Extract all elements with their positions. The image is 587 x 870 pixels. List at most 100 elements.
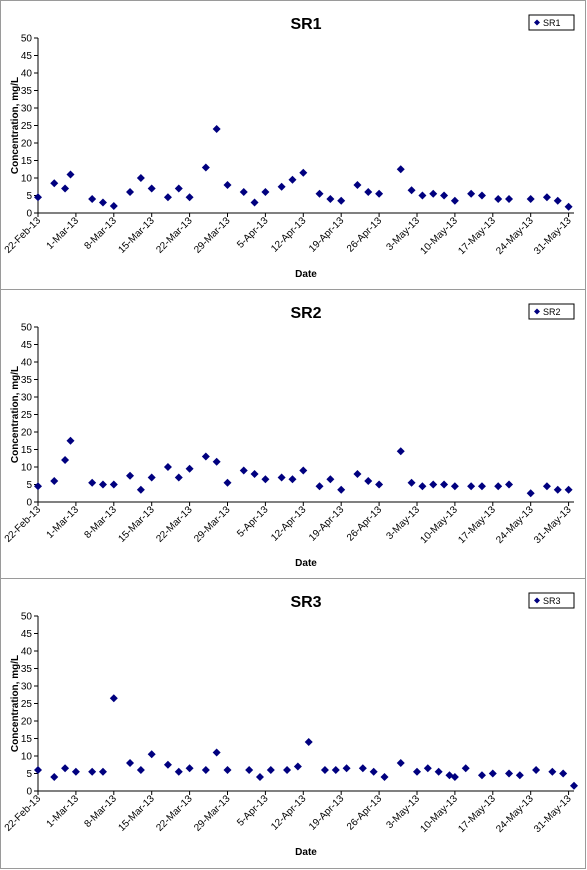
data-point <box>50 179 59 188</box>
chart-svg-sr1: SR1 0 5 10 15 20 25 30 35 40 45 50 22-Feb-13 1-Mar-13… <box>3 14 575 280</box>
y-tick-label: 25 <box>21 121 33 132</box>
data-point <box>201 766 210 774</box>
y-tick-label: 20 <box>21 139 33 150</box>
data-point <box>542 482 551 491</box>
y-tick-label: 10 <box>21 752 33 763</box>
y-tick-label: 25 <box>21 699 33 710</box>
data-point <box>450 773 459 781</box>
data-point <box>353 470 362 478</box>
legend-marker <box>534 19 540 26</box>
x-tick-label: 24-May-13 <box>494 215 536 257</box>
x-tick-label: 26-Apr-13 <box>345 793 385 833</box>
y-tick-label: 40 <box>21 69 33 80</box>
chart-panel-sr3: SR3 0 5 10 15 20 25 30 35 40 45 50 22-Feb-13 1-Mar-13… <box>0 578 586 869</box>
data-point <box>163 193 172 202</box>
data-point <box>526 489 535 498</box>
data-point <box>223 478 232 487</box>
data-point <box>50 773 59 781</box>
x-tick-label: 19-Apr-13 <box>307 215 347 255</box>
data-point <box>126 188 135 196</box>
data-point <box>364 477 373 485</box>
y-tick-label: 45 <box>21 51 33 62</box>
x-tick-label: 17-May-13 <box>456 504 498 546</box>
data-point <box>526 195 535 203</box>
data-point <box>396 759 405 767</box>
data-point <box>299 168 308 177</box>
x-tick-label: 8-Mar-13 <box>82 504 119 541</box>
data-point <box>174 767 183 776</box>
x-tick-label: 31-May-13 <box>532 215 574 257</box>
x-tick-label: 10-May-13 <box>418 793 460 835</box>
data-point <box>126 471 135 480</box>
y-tick-label: 10 <box>21 463 33 474</box>
data-point <box>163 463 172 471</box>
data-point <box>71 767 80 776</box>
data-point <box>88 195 97 203</box>
y-tick-label: 5 <box>26 191 32 202</box>
data-point <box>467 482 476 491</box>
data-point <box>250 470 259 478</box>
y-tick-label: 10 <box>21 174 33 185</box>
data-point <box>277 473 286 482</box>
chart-title: SR3 <box>290 594 321 611</box>
x-tick-label: 15-Mar-13 <box>116 504 157 545</box>
data-point <box>288 475 297 484</box>
data-point <box>418 191 427 200</box>
data-point <box>212 748 221 757</box>
x-tick-label: 19-Apr-13 <box>307 504 347 544</box>
data-point <box>494 195 503 203</box>
x-tick-label: 1-Mar-13 <box>45 504 82 541</box>
data-point <box>212 125 221 133</box>
data-point <box>326 475 335 484</box>
data-point <box>98 198 107 207</box>
data-point <box>50 477 59 485</box>
x-tick-label: 26-Apr-13 <box>345 215 385 255</box>
x-axis-label: Date <box>295 269 317 280</box>
y-tick-label: 20 <box>21 428 33 439</box>
data-point <box>201 452 210 461</box>
legend-box <box>528 14 575 31</box>
data-point <box>407 478 416 487</box>
data-point <box>553 485 562 494</box>
x-tick-label: 5-Apr-13 <box>235 793 271 829</box>
data-point <box>223 181 232 189</box>
data-point <box>326 195 335 203</box>
data-point <box>255 773 264 781</box>
data-point <box>564 202 573 211</box>
y-tick-label: 40 <box>21 647 33 658</box>
x-tick-label: 22-Feb-13 <box>3 793 44 834</box>
data-point <box>239 466 248 475</box>
y-axis-label: Concentration, mg/L <box>10 77 21 174</box>
y-axis-label: Concentration, mg/L <box>10 366 21 463</box>
data-point <box>174 473 183 482</box>
data-point <box>396 447 405 456</box>
data-point <box>429 480 438 489</box>
data-point <box>109 694 118 703</box>
x-tick-label: 3-May-13 <box>384 215 422 253</box>
x-tick-label: 22-Feb-13 <box>3 504 44 545</box>
data-point <box>223 766 232 774</box>
data-point <box>505 480 514 489</box>
data-point <box>185 193 194 202</box>
x-tick-label: 22-Mar-13 <box>154 793 195 834</box>
data-point <box>66 436 75 445</box>
data-point <box>185 764 194 773</box>
data-point <box>288 175 297 184</box>
x-tick-label: 12-Apr-13 <box>269 504 309 544</box>
data-point <box>375 189 384 198</box>
data-point <box>174 184 183 193</box>
legend-marker <box>534 308 540 315</box>
data-point <box>66 170 75 179</box>
data-point <box>315 482 324 491</box>
data-point <box>34 766 42 774</box>
data-point <box>505 195 514 203</box>
data-point <box>559 769 568 778</box>
x-tick-label: 26-Apr-13 <box>345 504 385 544</box>
y-tick-label: 50 <box>21 323 33 334</box>
y-tick-label: 45 <box>21 629 33 640</box>
legend-marker <box>534 597 540 604</box>
data-point <box>304 738 313 746</box>
chart-panel-sr1: SR1 0 5 10 15 20 25 30 35 40 45 50 22-Feb-13 1-Mar-13… <box>0 0 586 290</box>
data-point <box>553 196 562 205</box>
x-tick-label: 1-Mar-13 <box>45 215 82 252</box>
